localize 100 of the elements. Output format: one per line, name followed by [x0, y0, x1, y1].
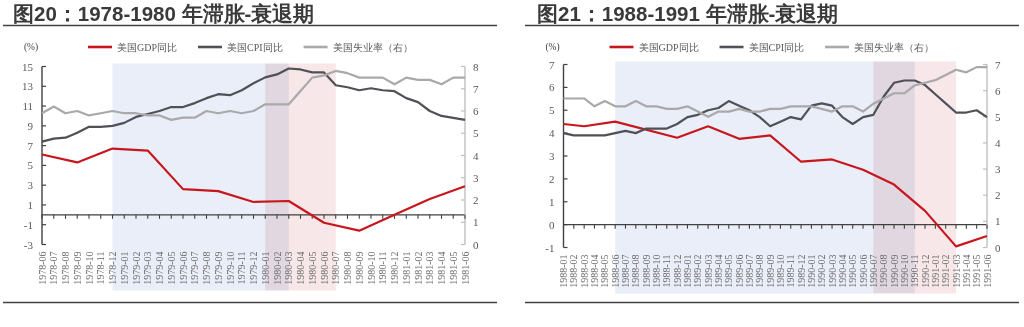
y-tick-label: 2: [549, 172, 555, 185]
x-tick-label: 1989-01: [681, 254, 693, 288]
x-tick-label: 1989-09: [764, 254, 776, 288]
legend-label: 美国CPI同比: [227, 41, 283, 53]
y2-tick-label: 5: [473, 127, 479, 140]
y-tick-label: -1: [23, 218, 33, 231]
x-tick-label: 1991-03: [950, 254, 962, 288]
y-axis-title: (%): [545, 42, 560, 53]
y-tick-label: 1: [27, 198, 33, 211]
x-tick-label: 1980-04: [295, 251, 306, 285]
y2-tick-label: 7: [995, 58, 1001, 71]
x-tick-label: 1978-10: [83, 251, 95, 285]
y-tick-label: 6: [549, 81, 555, 94]
x-tick-label: 1990-07: [867, 254, 879, 288]
x-tick-label: 1979-09: [212, 251, 224, 285]
x-tick-label: 1988-03: [578, 254, 590, 288]
y-tick-label: 3: [27, 179, 34, 192]
y2-tick-label: 3: [995, 163, 1001, 176]
y2-tick-label: 5: [995, 110, 1001, 123]
legend-label: 美国失业率（右）: [332, 41, 413, 53]
y-tick-label: 5: [27, 159, 34, 172]
x-tick-label: 1991-06: [981, 254, 993, 288]
x-tick-label: 1990-03: [826, 254, 838, 288]
x-tick-label: 1978-08: [60, 251, 71, 285]
x-tick-label: 1980-01: [259, 251, 271, 285]
y-tick-label: 7: [549, 58, 555, 71]
x-tick-label: 1980-05: [306, 251, 318, 285]
y2-tick-label: 0: [473, 238, 479, 251]
y-tick-label: 9: [27, 119, 34, 132]
y2-tick-label: 1: [473, 216, 479, 229]
x-tick-label: 1980-03: [283, 251, 295, 285]
y2-tick-label: 2: [995, 189, 1001, 202]
x-tick-label: 1979-01: [118, 251, 130, 285]
x-tick-label: 1981-03: [424, 251, 436, 285]
x-tick-label: 1991-04: [960, 254, 972, 288]
y2-tick-label: 4: [995, 136, 1001, 149]
x-tick-label: 1979-06: [177, 251, 189, 285]
x-tick-label: 1991-05: [971, 254, 983, 288]
x-tick-label: 1989-10: [774, 254, 786, 288]
x-tick-label: 1979-02: [130, 251, 142, 285]
x-tick-label: 1980-09: [353, 251, 365, 285]
x-tick-label: 1981-04: [436, 251, 447, 285]
x-tick-label: 1980-06: [318, 251, 330, 285]
x-tick-label: 1990-01: [805, 254, 817, 288]
x-tick-label: 1989-07: [743, 254, 755, 288]
legend-label: 美国GDP同比: [117, 41, 178, 53]
x-tick-label: 1981-06: [459, 251, 471, 285]
x-tick-label: 1988-01: [558, 254, 569, 288]
x-tick-label: 1989-03: [702, 254, 714, 288]
y-tick-label: 1: [549, 195, 555, 208]
x-tick-label: 1990-02: [816, 254, 828, 288]
x-tick-label: 1980-10: [365, 251, 377, 285]
x-tick-label: 1988-11: [661, 254, 673, 288]
chart-title: 图20：1978-1980 年滞胀-衰退期: [13, 1, 315, 25]
y2-tick-label: 6: [995, 84, 1001, 97]
x-tick-label: 1988-04: [588, 254, 600, 288]
y2-tick-label: 0: [995, 241, 1001, 254]
x-tick-label: 1978-07: [48, 251, 60, 285]
x-tick-label: 1981-01: [400, 251, 412, 285]
x-tick-label: 1980-07: [330, 251, 342, 285]
x-tick-label: 1988-06: [609, 254, 621, 288]
x-tick-label: 1978-11: [95, 251, 107, 285]
x-tick-label: 1990-09: [888, 254, 900, 288]
x-tick-label: 1980-12: [389, 251, 400, 285]
x-tick-label: 1991-01: [929, 254, 941, 288]
x-tick-label: 1990-06: [857, 254, 869, 288]
x-tick-label: 1989-12: [795, 254, 807, 288]
x-tick-label: 1989-06: [733, 254, 745, 288]
x-tick-label: 1978-09: [71, 251, 83, 285]
y2-tick-label: 2: [473, 194, 479, 206]
x-tick-label: 1989-04: [712, 254, 724, 288]
x-tick-label: 1991-02: [940, 254, 952, 288]
x-tick-label: 1989-11: [785, 254, 797, 288]
x-tick-label: 1979-10: [224, 251, 236, 285]
x-tick-label: 1980-02: [271, 251, 283, 285]
y-tick-label: 7: [27, 139, 34, 152]
y2-tick-label: 7: [473, 82, 479, 95]
x-tick-label: 1988-09: [640, 254, 652, 288]
x-tick-label: 1979-11: [236, 251, 248, 285]
x-tick-label: 1979-08: [201, 251, 212, 285]
x-tick-label: 1980-11: [377, 251, 389, 285]
x-tick-label: 1990-11: [909, 254, 921, 288]
x-tick-label: 1990-12: [919, 254, 931, 288]
x-tick-label: 1980-08: [342, 251, 353, 285]
y-tick-label: 3: [549, 150, 555, 162]
x-tick-label: 1989-08: [754, 254, 766, 288]
legend-label: 美国GDP同比: [638, 41, 699, 53]
x-tick-label: 1978-06: [36, 251, 48, 285]
y-tick-label: 15: [22, 60, 34, 73]
x-tick-label: 1981-02: [412, 251, 424, 285]
y2-tick-label: 4: [473, 149, 479, 162]
y-tick-label: 13: [22, 80, 34, 93]
x-tick-label: 1988-02: [568, 254, 580, 288]
x-tick-label: 1990-08: [878, 254, 890, 288]
y2-tick-label: 6: [473, 105, 479, 117]
x-tick-label: 1989-05: [723, 254, 735, 288]
x-tick-label: 1990-04: [836, 254, 848, 288]
x-tick-label: 1988-05: [599, 254, 611, 288]
chart-title: 图21：1988-1991 年滞胀-衰退期: [537, 1, 839, 25]
y-tick-label: 0: [549, 218, 555, 231]
